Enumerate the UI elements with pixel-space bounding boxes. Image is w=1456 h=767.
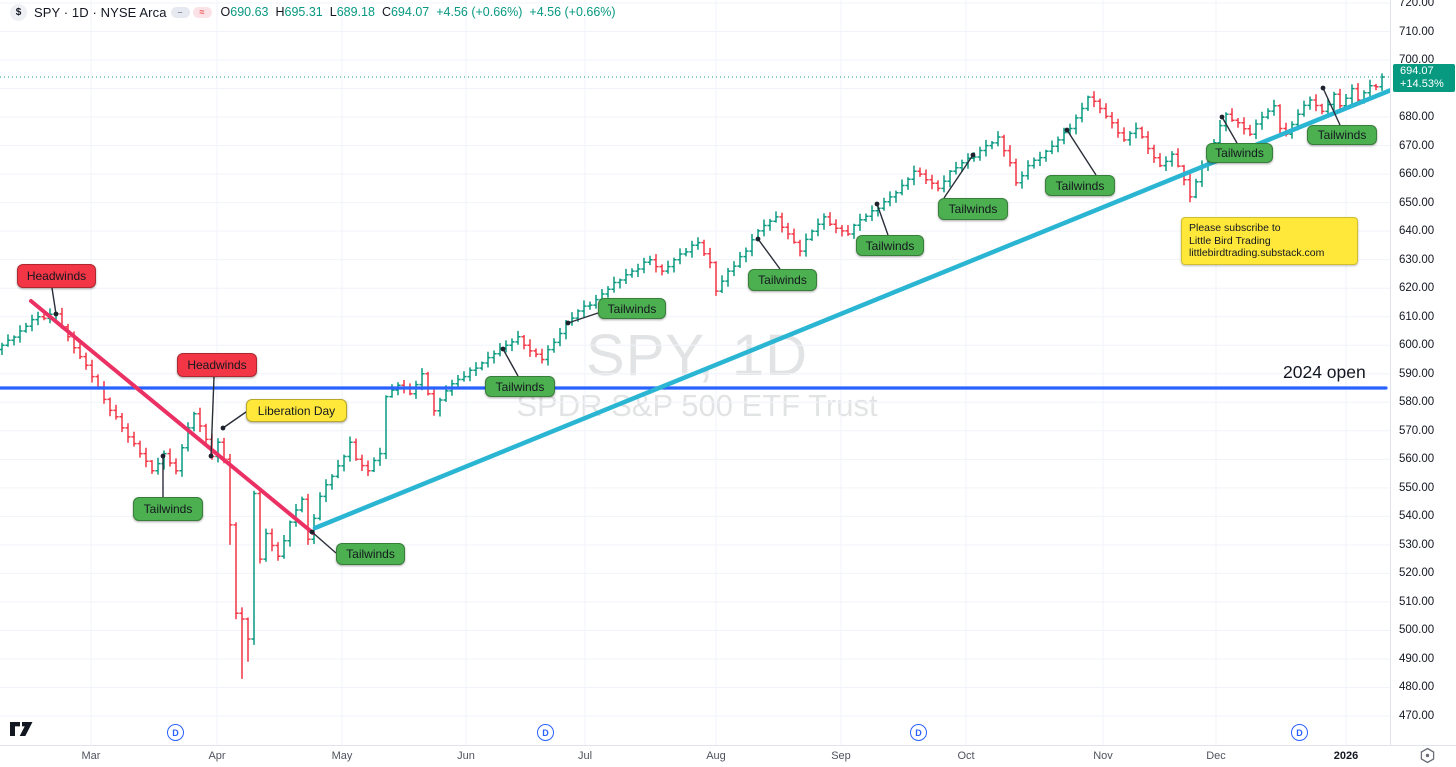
time-tick-sep: Sep bbox=[831, 750, 851, 762]
last-price-badge: 694.07 +14.53% bbox=[1393, 64, 1455, 92]
price-tick-label: 630.00 bbox=[1399, 253, 1435, 266]
annotation-label-headwinds[interactable]: Headwinds bbox=[177, 353, 257, 377]
price-tick-label: 570.00 bbox=[1399, 424, 1435, 437]
annotation-label-tailwinds[interactable]: Tailwinds bbox=[598, 298, 666, 319]
grid bbox=[0, 0, 1390, 745]
price-tick-label: 600.00 bbox=[1399, 339, 1435, 352]
time-axis[interactable]: Mar Apr May Jun Jul Aug Sep Oct Nov Dec 2026 bbox=[0, 745, 1456, 767]
change-absolute-percent: +4.56 (+0.66%) bbox=[436, 5, 523, 19]
price-axis[interactable]: 694.07 +14.53% 720.00 710.00 700.00 680.00 6… bbox=[1390, 0, 1456, 745]
price-tick-label: 590.00 bbox=[1399, 367, 1435, 380]
change-absolute-percent-2: +4.56 (+0.66%) bbox=[529, 5, 616, 19]
price-tick-label: 640.00 bbox=[1399, 225, 1435, 238]
symbol-logo-icon[interactable]: $ bbox=[10, 3, 27, 21]
annotation-label-tailwinds[interactable]: Tailwinds bbox=[1045, 175, 1115, 196]
annotation-label-liberation-day[interactable]: Liberation Day bbox=[246, 399, 347, 422]
price-tick-label: 490.00 bbox=[1399, 652, 1435, 665]
symbol-title[interactable]: SPY · 1D · NYSE Arca bbox=[34, 4, 167, 20]
low-value: 689.18 bbox=[336, 5, 375, 19]
price-tick-label: 520.00 bbox=[1399, 567, 1435, 580]
price-tick-label: 550.00 bbox=[1399, 481, 1435, 494]
tradingview-logo[interactable] bbox=[9, 719, 37, 744]
time-tick-nov: Nov bbox=[1093, 750, 1113, 762]
price-tick-label: 610.00 bbox=[1399, 310, 1435, 323]
price-tick-label: 670.00 bbox=[1399, 139, 1435, 152]
dividend-marker-icon[interactable]: D bbox=[1291, 724, 1308, 741]
price-tick-label: 710.00 bbox=[1399, 25, 1435, 38]
price-tick-label: 530.00 bbox=[1399, 538, 1435, 551]
price-tick-label: 700.00 bbox=[1399, 54, 1435, 67]
price-tick-label: 500.00 bbox=[1399, 624, 1435, 637]
note-line-2: Little Bird Trading bbox=[1189, 234, 1271, 247]
price-tick-label: 470.00 bbox=[1399, 710, 1435, 722]
time-tick-apr: Apr bbox=[208, 750, 226, 762]
price-tick-label: 510.00 bbox=[1399, 595, 1435, 608]
price-tick-label: 720.00 bbox=[1399, 0, 1435, 9]
annotation-label-tailwinds[interactable]: Tailwinds bbox=[1206, 143, 1273, 163]
price-tick-label: 580.00 bbox=[1399, 396, 1435, 409]
dividend-marker-icon[interactable]: D bbox=[167, 724, 184, 741]
callout-pointers bbox=[51, 87, 1341, 554]
chart-legend-toolbar: $ SPY · 1D · NYSE Arca – ≈ O690.63 H695.… bbox=[0, 0, 623, 24]
callout-anchor-dots[interactable] bbox=[53, 85, 1326, 535]
note-line-1: Please subscribe to bbox=[1189, 222, 1281, 234]
annotation-label-tailwinds[interactable]: Tailwinds bbox=[748, 269, 817, 291]
annotation-label-tailwinds[interactable]: Tailwinds bbox=[485, 376, 555, 397]
uptrend-line[interactable] bbox=[312, 87, 1390, 531]
price-tick-label: 620.00 bbox=[1399, 282, 1435, 295]
gear-icon[interactable] bbox=[1419, 747, 1436, 767]
open-value: 690.63 bbox=[230, 5, 269, 19]
subscribe-note-callout[interactable]: Please subscribe to Little Bird Trading … bbox=[1181, 217, 1358, 265]
price-tick-label: 540.00 bbox=[1399, 510, 1435, 523]
annotation-label-tailwinds[interactable]: Tailwinds bbox=[856, 235, 924, 256]
annotation-label-tailwinds[interactable]: Tailwinds bbox=[133, 497, 203, 521]
open-label: O bbox=[220, 5, 231, 19]
ohlc-readout: O690.63 H695.31 L689.18 C694.07 +4.56 (+… bbox=[221, 5, 623, 19]
note-line-3: littlebirdtrading.substack.com bbox=[1189, 247, 1325, 260]
dividend-marker-icon[interactable]: D bbox=[537, 724, 554, 741]
annotation-label-tailwinds[interactable]: Tailwinds bbox=[1307, 125, 1377, 145]
price-tick-label: 680.00 bbox=[1399, 111, 1435, 124]
price-tick-label: 480.00 bbox=[1399, 681, 1435, 694]
annotation-label-headwinds[interactable]: Headwinds bbox=[17, 264, 96, 288]
annotation-label-tailwinds[interactable]: Tailwinds bbox=[336, 543, 405, 565]
time-tick-mar: Mar bbox=[81, 750, 101, 762]
price-tick-label: 650.00 bbox=[1399, 196, 1435, 209]
time-tick-oct: Oct bbox=[957, 750, 975, 762]
price-tick-label: 660.00 bbox=[1399, 168, 1435, 181]
annotation-label-tailwinds[interactable]: Tailwinds bbox=[938, 198, 1008, 220]
last-price-change-percent: +14.53% bbox=[1400, 78, 1444, 90]
indicator-hidden-pill-icon[interactable]: – bbox=[170, 6, 190, 18]
indicator-approx-pill-icon[interactable]: ≈ bbox=[192, 6, 212, 18]
high-label: H bbox=[275, 5, 285, 19]
price-tick-label: 560.00 bbox=[1399, 453, 1435, 466]
close-label: C bbox=[381, 5, 391, 19]
time-tick-dec: Dec bbox=[1206, 750, 1226, 762]
downtrend-line[interactable] bbox=[29, 299, 315, 535]
time-tick-2026: 2026 bbox=[1333, 750, 1359, 762]
time-tick-may: May bbox=[331, 750, 353, 762]
high-value: 695.31 bbox=[284, 5, 323, 19]
low-label: L bbox=[329, 5, 337, 19]
price-chart-canvas[interactable] bbox=[0, 0, 1390, 745]
time-tick-jun: Jun bbox=[457, 750, 475, 762]
year-open-line-label[interactable]: 2024 open bbox=[1283, 362, 1366, 382]
dividend-marker-icon[interactable]: D bbox=[910, 724, 927, 741]
last-price-value: 694.07 bbox=[1400, 65, 1434, 77]
close-value: 694.07 bbox=[390, 5, 430, 19]
time-tick-jul: Jul bbox=[577, 750, 593, 762]
time-tick-aug: Aug bbox=[706, 750, 726, 762]
